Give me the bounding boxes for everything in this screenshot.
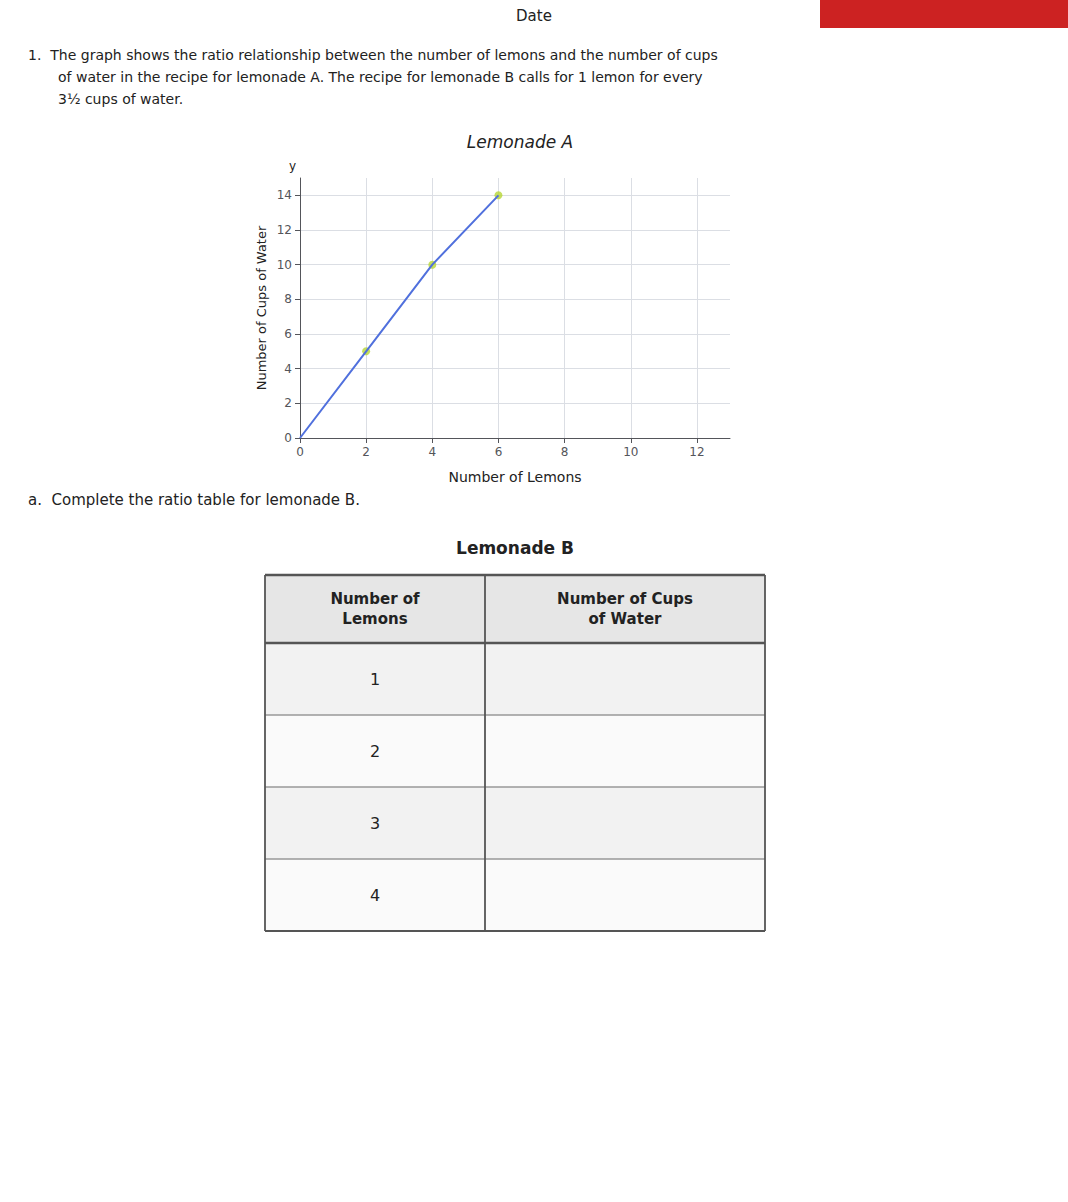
svg-text:0: 0 [296, 445, 304, 459]
svg-text:Number of Lemons: Number of Lemons [448, 469, 581, 485]
svg-text:Lemonade A: Lemonade A [467, 132, 573, 152]
svg-text:8: 8 [284, 292, 292, 306]
svg-text:6: 6 [495, 445, 503, 459]
svg-text:4: 4 [428, 445, 436, 459]
svg-text:4: 4 [370, 886, 380, 905]
svg-text:2: 2 [370, 742, 380, 761]
svg-text:1: 1 [370, 670, 380, 689]
svg-text:Lemonade B: Lemonade B [456, 538, 574, 558]
svg-text:2: 2 [362, 445, 370, 459]
svg-text:Number of: Number of [330, 590, 420, 608]
svg-text:0: 0 [284, 431, 292, 445]
svg-text:Date: Date [516, 7, 552, 25]
svg-text:6: 6 [284, 327, 292, 341]
svg-text:12: 12 [277, 223, 292, 237]
svg-text:3½ cups of water.: 3½ cups of water. [58, 91, 183, 107]
svg-text:3: 3 [370, 814, 380, 833]
svg-text:10: 10 [277, 258, 292, 272]
svg-text:2: 2 [284, 396, 292, 410]
svg-text:a. Complete the ratio table f: a. Complete the ratio table for lemonade… [28, 491, 360, 509]
svg-text:of water in the recipe for lem: of water in the recipe for lemonade A. T… [58, 69, 703, 85]
svg-text:14: 14 [277, 188, 292, 202]
svg-text:8: 8 [561, 445, 569, 459]
svg-text:Number of Cups of Water: Number of Cups of Water [254, 225, 269, 390]
svg-text:4: 4 [284, 362, 292, 376]
svg-text:12: 12 [689, 445, 704, 459]
svg-text:Lemons: Lemons [342, 610, 407, 628]
svg-text:1. The graph shows the ratio: 1. The graph shows the ratio relationshi… [28, 47, 718, 63]
svg-text:10: 10 [623, 445, 638, 459]
svg-text:of Water: of Water [589, 610, 663, 628]
svg-text:Number of Cups: Number of Cups [557, 590, 693, 608]
svg-text:y: y [289, 159, 296, 173]
